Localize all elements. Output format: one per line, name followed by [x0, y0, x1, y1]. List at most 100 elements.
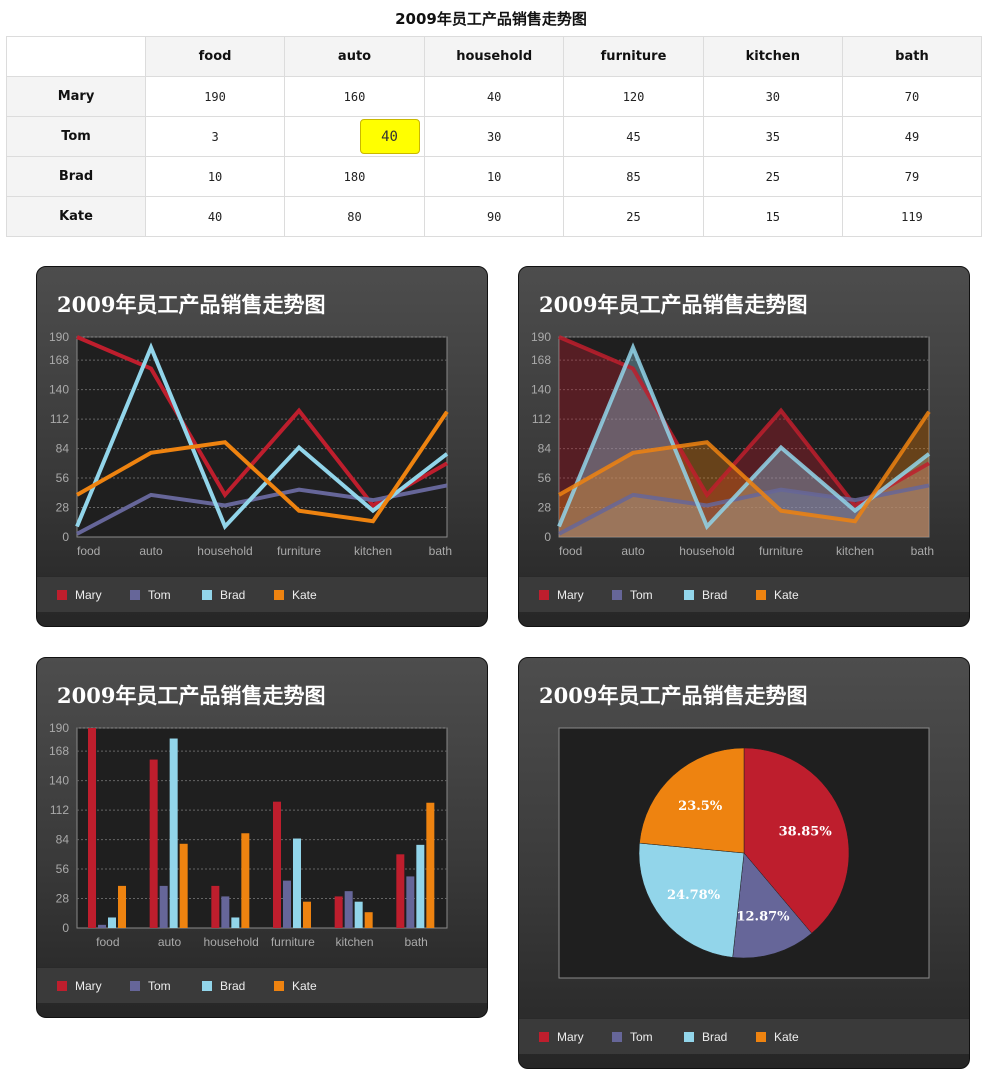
plot-area — [76, 336, 448, 538]
series-line-kate — [558, 410, 931, 524]
table-cell[interactable]: 40 — [423, 76, 565, 117]
legend-item[interactable]: Mary — [57, 968, 102, 1003]
table-cell[interactable]: 15 — [702, 196, 843, 237]
y-tick-label: 190 — [49, 330, 69, 344]
table-cell[interactable]: 79 — [841, 156, 982, 197]
x-tick-label: bath — [404, 935, 427, 949]
cell-edit-input[interactable]: 40 — [359, 119, 420, 154]
x-tick-label: auto — [139, 544, 163, 558]
legend-swatch — [202, 589, 212, 600]
legend-swatch — [539, 589, 549, 600]
y-tick-label: 112 — [50, 803, 69, 817]
table-cell[interactable]: 70 — [841, 76, 982, 117]
bar-tom — [283, 880, 291, 928]
table-cell[interactable]: 30 — [423, 116, 565, 157]
y-tick-label: 168 — [49, 353, 69, 367]
x-tick-label: auto — [621, 544, 645, 558]
legend-item[interactable]: Brad — [684, 577, 727, 612]
bar-brad — [416, 844, 425, 928]
table-cell[interactable]: 85 — [563, 156, 704, 197]
pie-slice-kate — [639, 747, 745, 854]
legend-swatch — [612, 1031, 622, 1042]
table-cell[interactable]: 80 — [284, 196, 425, 237]
legend-label: Brad — [702, 587, 728, 602]
bar-chart: 0 28 56 84 112 140 168 190 food auto household furn… — [49, 721, 448, 949]
table-cell[interactable]: 45 — [563, 116, 704, 157]
legend-item[interactable]: Tom — [612, 1019, 653, 1054]
chart-legend: Mary Tom Brad Kate — [37, 576, 487, 612]
column-header: auto — [284, 36, 425, 77]
legend-item[interactable]: Tom — [130, 577, 171, 612]
bar-brad — [354, 901, 363, 928]
table-cell[interactable]: 30 — [702, 76, 843, 117]
legend-swatch — [756, 589, 766, 600]
table-cell[interactable]: 25 — [563, 196, 704, 237]
legend-swatch — [130, 589, 140, 600]
chart-title: 2009年员工产品销售走势图 — [539, 292, 808, 317]
x-tick-label: kitchen — [836, 544, 874, 558]
y-tick-label: 190 — [49, 721, 69, 735]
legend-item[interactable]: Tom — [130, 968, 171, 1003]
table-cell[interactable]: 180 — [284, 156, 425, 197]
pie-slice-label: 12.87% — [736, 909, 790, 924]
bar-kate — [303, 901, 311, 928]
pie-slice-brad — [638, 842, 745, 958]
bar-mary — [334, 896, 343, 928]
x-tick-label: food — [77, 544, 100, 558]
legend-swatch — [756, 1031, 766, 1042]
x-tick-label: bath — [911, 544, 934, 558]
series-line-tom — [558, 483, 930, 536]
legend-item[interactable]: Kate — [274, 577, 317, 612]
x-tick-label: furniture — [271, 935, 315, 949]
y-tick-label: 28 — [538, 501, 552, 515]
table-cell[interactable]: 35 — [702, 116, 843, 157]
plot-area — [76, 727, 448, 929]
legend-item[interactable]: Mary — [539, 577, 584, 612]
legend-item[interactable]: Kate — [756, 1019, 799, 1054]
legend-label: Brad — [220, 978, 246, 993]
chart-legend: Mary Tom Brad Kate — [519, 1018, 969, 1054]
table-cell[interactable]: 49 — [841, 116, 982, 157]
table-header-row: food auto household furniture kitchen ba… — [5, 36, 982, 77]
legend-item[interactable]: Brad — [202, 968, 245, 1003]
bar-tom — [406, 876, 415, 928]
series-line-tom — [76, 483, 448, 536]
table-cell[interactable]: 3 — [145, 116, 286, 157]
column-header: household — [423, 36, 565, 77]
bar-brad — [108, 917, 116, 928]
legend-item[interactable]: Kate — [274, 968, 317, 1003]
column-header: bath — [841, 36, 982, 77]
table-cell[interactable]: 119 — [841, 196, 982, 237]
legend-item[interactable]: Mary — [57, 577, 102, 612]
pie-chart: 38.85% 12.87% 24.78% 23.5% — [558, 727, 930, 979]
bar-kate — [241, 833, 250, 928]
table-cell[interactable]: 120 — [563, 76, 704, 117]
table-cell-editing[interactable]: 40 — [284, 116, 425, 157]
table-cell[interactable]: 40 — [145, 196, 286, 237]
table-row: Kate 40 80 90 25 15 119 — [5, 196, 982, 237]
bar-brad — [231, 917, 240, 928]
legend-label: Tom — [630, 1029, 653, 1044]
y-tick-label: 84 — [538, 442, 552, 456]
table-row: Tom 3 40 30 45 35 49 — [5, 116, 982, 157]
bar-tom — [159, 885, 168, 928]
y-tick-label: 84 — [56, 442, 70, 456]
legend-swatch — [274, 589, 284, 600]
legend-item[interactable]: Brad — [684, 1019, 727, 1054]
y-tick-label: 112 — [50, 412, 69, 426]
legend-item[interactable]: Mary — [539, 1019, 584, 1054]
x-tick-label: kitchen — [335, 935, 373, 949]
bar-mary — [273, 801, 281, 928]
legend-item[interactable]: Kate — [756, 577, 799, 612]
table-cell[interactable]: 160 — [284, 76, 425, 117]
legend-item[interactable]: Brad — [202, 577, 245, 612]
table-cell[interactable]: 190 — [145, 76, 286, 117]
legend-item[interactable]: Tom — [612, 577, 653, 612]
table-cell[interactable]: 10 — [423, 156, 565, 197]
area-chart: 0 28 56 84 112 140 168 190 food auto household furn… — [531, 330, 934, 558]
table-cell[interactable]: 25 — [702, 156, 843, 197]
chart-title: 2009年员工产品销售走势图 — [57, 683, 326, 708]
table-cell[interactable]: 10 — [145, 156, 286, 197]
table-cell[interactable]: 90 — [423, 196, 565, 237]
legend-swatch — [57, 589, 67, 600]
